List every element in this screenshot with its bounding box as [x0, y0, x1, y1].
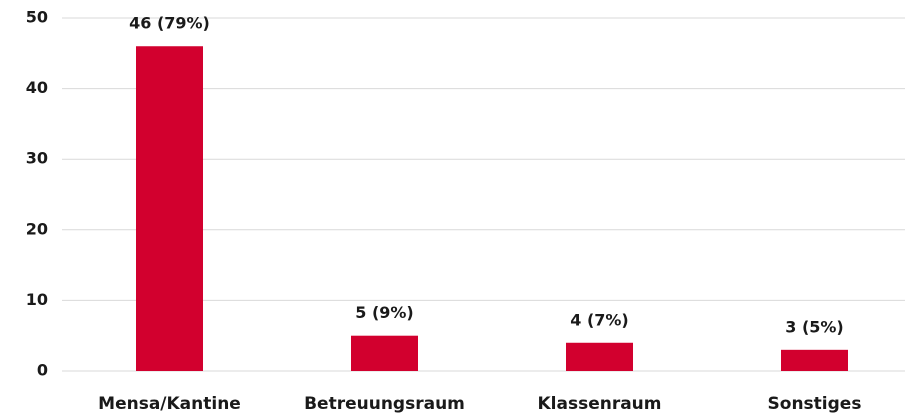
y-tick-label: 30 — [26, 149, 48, 168]
x-tick-label: Klassenraum — [537, 394, 661, 414]
bar — [781, 349, 848, 371]
bar — [136, 46, 203, 372]
x-tick-label: Sonstiges — [768, 394, 862, 414]
y-tick-label: 50 — [26, 8, 48, 27]
value-label: 3 (5%) — [785, 317, 844, 336]
value-label: 5 (9%) — [355, 303, 414, 322]
x-tick-label: Mensa/Kantine — [98, 394, 241, 414]
value-label: 46 (79%) — [129, 14, 210, 33]
x-tick-label: Betreuungsraum — [304, 394, 465, 414]
y-tick-label: 0 — [37, 361, 48, 380]
y-tick-label: 10 — [26, 290, 48, 309]
bar — [351, 335, 418, 371]
bar — [566, 342, 633, 371]
value-label: 4 (7%) — [570, 310, 629, 329]
y-tick-label: 20 — [26, 219, 48, 238]
y-tick-label: 40 — [26, 78, 48, 97]
